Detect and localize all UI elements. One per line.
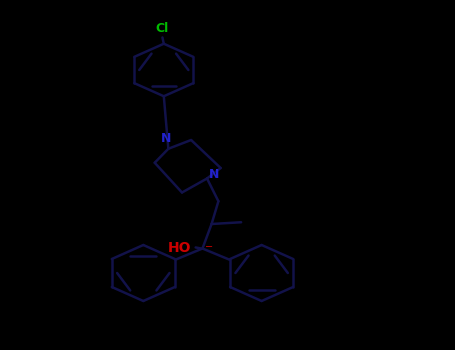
Text: Cl: Cl: [155, 22, 168, 35]
Text: N: N: [209, 168, 220, 182]
Text: −: −: [205, 243, 213, 252]
Text: HO: HO: [167, 241, 191, 255]
Text: N: N: [161, 132, 171, 145]
